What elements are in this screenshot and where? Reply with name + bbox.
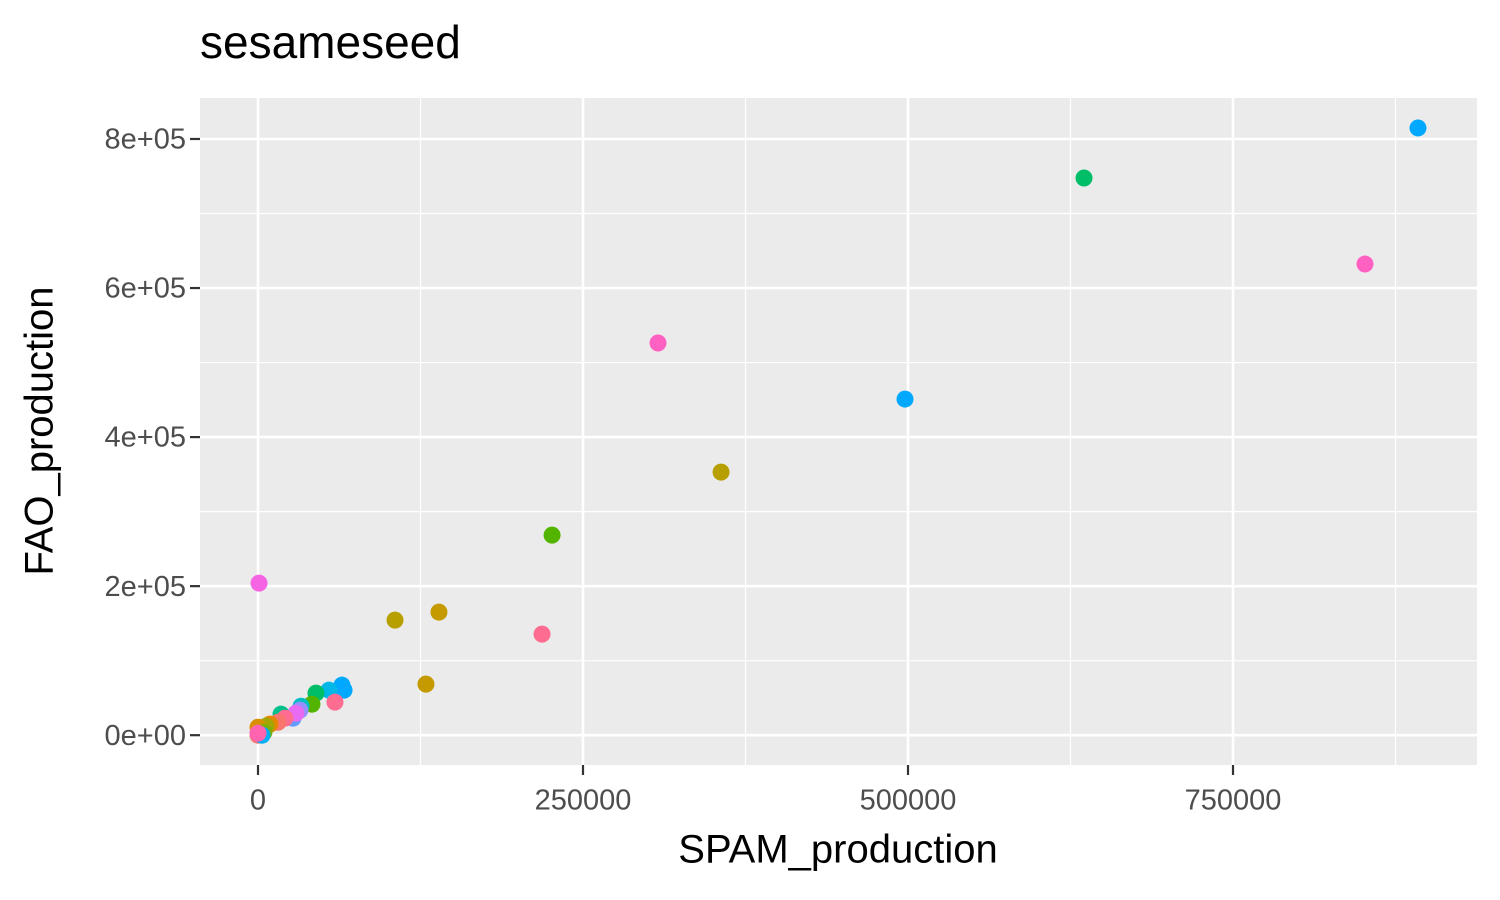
point bbox=[712, 463, 730, 481]
point bbox=[386, 611, 404, 629]
panel bbox=[200, 98, 1477, 765]
y-tick-label: 6e+05 bbox=[105, 273, 186, 305]
point bbox=[335, 681, 353, 699]
point bbox=[896, 390, 914, 408]
point bbox=[533, 625, 551, 643]
chart-title: sesameseed bbox=[200, 16, 461, 68]
point bbox=[250, 574, 268, 592]
point bbox=[543, 526, 561, 544]
y-tick-label: 2e+05 bbox=[105, 571, 186, 603]
point bbox=[430, 603, 448, 621]
x-tick-label: 0 bbox=[250, 785, 266, 817]
point bbox=[649, 334, 667, 352]
y-tick-label: 0e+00 bbox=[105, 720, 186, 752]
x-tick-label: 500000 bbox=[860, 785, 957, 817]
point bbox=[1356, 255, 1374, 273]
y-tick-label: 4e+05 bbox=[105, 422, 186, 454]
point bbox=[1409, 119, 1427, 137]
point bbox=[249, 724, 267, 742]
x-axis-title: SPAM_production bbox=[678, 828, 997, 872]
point bbox=[417, 675, 435, 693]
point bbox=[1075, 169, 1093, 187]
y-axis-title: FAO_production bbox=[18, 286, 62, 575]
x-tick-label: 750000 bbox=[1185, 785, 1282, 817]
x-tick-label: 250000 bbox=[535, 785, 632, 817]
point bbox=[326, 693, 344, 711]
y-tick-label: 8e+05 bbox=[105, 124, 186, 156]
